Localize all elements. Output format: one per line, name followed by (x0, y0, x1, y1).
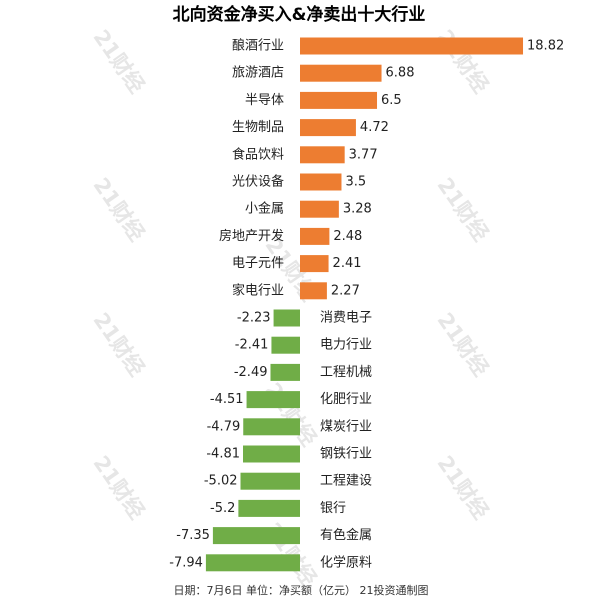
bar-positive (300, 282, 327, 300)
value-label: -5.02 (204, 474, 238, 489)
value-label: -2.23 (237, 311, 271, 326)
bar-positive (300, 173, 342, 191)
category-label: 化肥行业 (320, 392, 372, 407)
category-label: 消费电子 (320, 311, 372, 326)
watermark-text: 21财经 (89, 308, 150, 380)
category-label: 生物制品 (232, 120, 284, 135)
watermark-text: 21财经 (89, 451, 150, 523)
category-label: 酿酒行业 (232, 38, 284, 54)
bar-negative (212, 527, 300, 545)
category-label: 有色金属 (320, 527, 372, 543)
watermark-text: 21财经 (433, 451, 494, 523)
bar-positive (300, 255, 329, 273)
value-label: 3.5 (345, 175, 366, 190)
value-label: -7.94 (169, 555, 203, 570)
bar-negative (273, 309, 300, 327)
bar-negative (271, 336, 300, 354)
watermark-text: 21财经 (433, 25, 494, 97)
category-label: 食品饮料 (232, 146, 284, 162)
bar-positive (300, 146, 345, 164)
value-label: -5.2 (210, 501, 235, 516)
category-label: 钢铁行业 (320, 447, 372, 462)
bar-negative (270, 363, 300, 381)
value-label: 2.48 (333, 229, 362, 244)
category-label: 银行 (320, 501, 346, 516)
watermark-text: 21财经 (89, 173, 150, 245)
category-label: 工程机械 (320, 365, 372, 380)
watermark-text: 21财经 (261, 378, 322, 450)
category-label: 煤炭行业 (320, 419, 372, 434)
category-label: 光伏设备 (232, 174, 284, 190)
value-label: 3.77 (349, 147, 378, 162)
value-label: 18.82 (527, 39, 564, 54)
bar-positive (300, 37, 524, 55)
bar-negative (246, 391, 300, 409)
bar-positive (300, 119, 356, 137)
bar-positive (300, 227, 330, 245)
category-label: 家电行业 (232, 282, 284, 298)
bar-negative (243, 445, 300, 463)
bar-negative (205, 554, 300, 572)
value-label: -7.35 (176, 528, 210, 543)
bars-group (205, 37, 524, 572)
category-label: 旅游酒店 (232, 66, 284, 81)
chart-footer: 日期：7月6日 单位：净买额（亿元） 21投资通制图 (174, 583, 429, 597)
value-label: -4.51 (210, 392, 244, 407)
value-label: 6.5 (381, 93, 402, 108)
value-label: -4.79 (207, 419, 241, 434)
bar-positive (300, 64, 382, 82)
watermark-text: 21财经 (433, 173, 494, 245)
category-label: 房地产开发 (219, 228, 284, 244)
category-label: 半导体 (245, 93, 284, 108)
value-label: 3.28 (343, 202, 372, 217)
category-label: 化学原料 (320, 554, 372, 570)
bar-negative (240, 472, 300, 490)
bar-positive (300, 91, 378, 109)
watermark-text: 21财经 (433, 308, 494, 380)
category-label: 小金属 (245, 201, 284, 217)
watermark-text: 21财经 (89, 25, 150, 97)
value-label: -2.41 (235, 338, 269, 353)
value-label: -2.49 (234, 365, 268, 380)
value-label: -4.81 (206, 447, 240, 462)
category-label: 电子元件 (232, 256, 284, 271)
value-label: 6.88 (386, 66, 415, 81)
bar-positive (300, 200, 339, 218)
category-label: 工程建设 (320, 474, 372, 489)
value-label: 2.27 (331, 283, 360, 298)
value-label: 2.41 (333, 256, 362, 271)
bar-negative (243, 418, 300, 436)
category-label: 电力行业 (320, 338, 372, 353)
labels-group: 18.82 酿酒行业 6.88 旅游酒店 6.5 半导体 4.72 生物制品 3.77 食品饮料 3… (169, 38, 564, 571)
value-label: 4.72 (360, 120, 389, 135)
bar-negative (238, 499, 300, 517)
chart-title: 北向资金净买入&净卖出十大行业 (173, 4, 426, 25)
